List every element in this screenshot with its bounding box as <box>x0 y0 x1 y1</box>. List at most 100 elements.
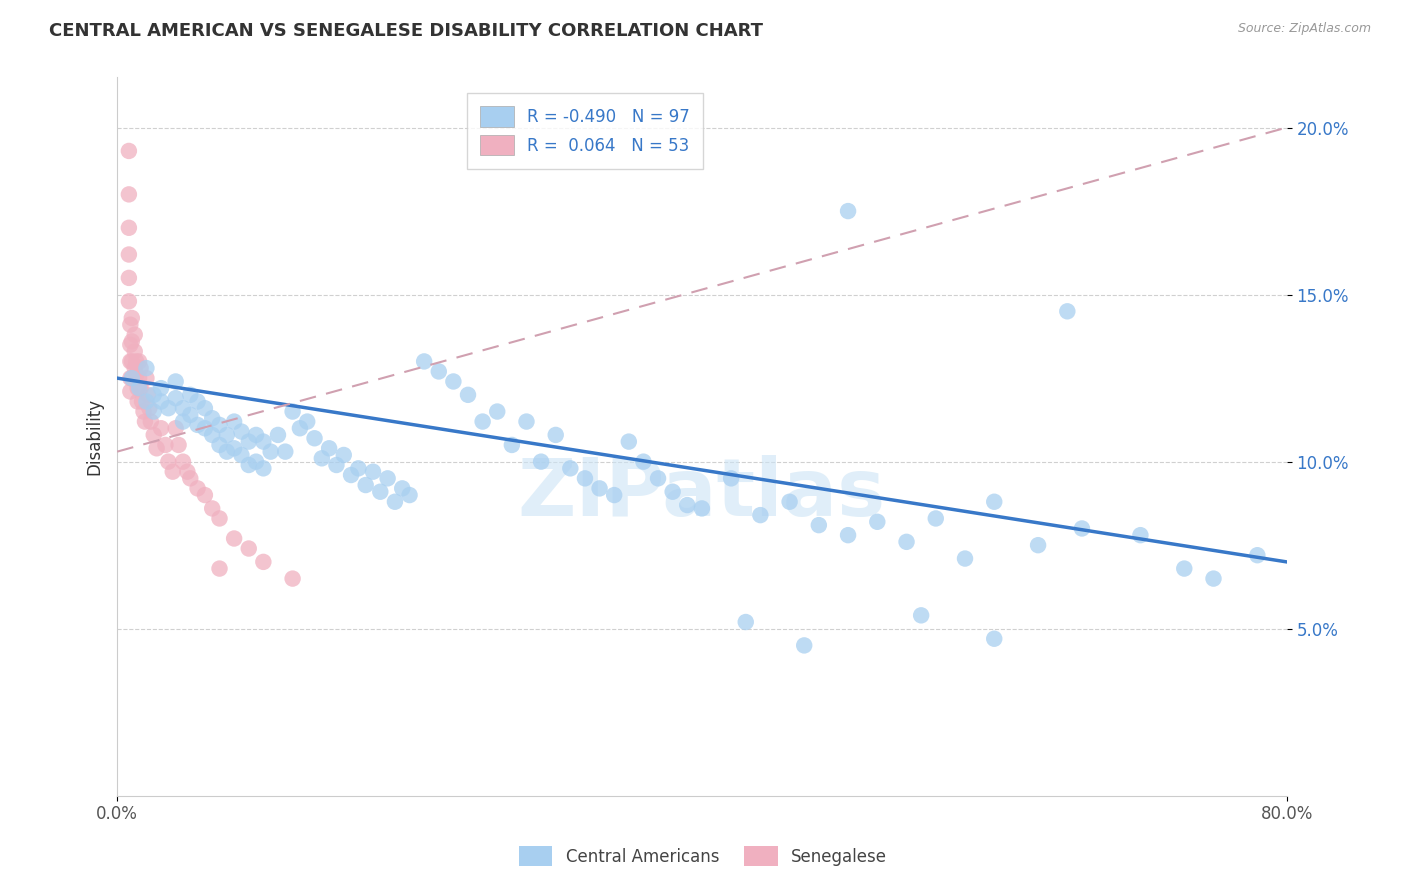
Point <box>167 438 190 452</box>
Point <box>118 271 141 285</box>
Text: CENTRAL AMERICAN VS SENEGALESE DISABILITY CORRELATION CHART: CENTRAL AMERICAN VS SENEGALESE DISABILIT… <box>49 22 763 40</box>
Point <box>340 468 363 483</box>
Point <box>231 448 253 462</box>
Point <box>224 532 246 546</box>
Point <box>155 438 177 452</box>
Point <box>281 572 304 586</box>
Point <box>574 471 596 485</box>
Point <box>471 415 494 429</box>
Point <box>120 371 142 385</box>
Point <box>179 408 201 422</box>
Point <box>779 494 801 508</box>
Point <box>128 371 150 385</box>
Point <box>1026 538 1049 552</box>
Point <box>1202 572 1225 586</box>
Point <box>127 381 149 395</box>
Point <box>1246 548 1268 562</box>
Point <box>118 220 141 235</box>
Point <box>515 415 537 429</box>
Point <box>187 394 209 409</box>
Point <box>201 411 224 425</box>
Point <box>120 354 142 368</box>
Point <box>165 391 187 405</box>
Point <box>118 144 141 158</box>
Point <box>194 488 217 502</box>
Point <box>215 444 238 458</box>
Point <box>953 551 976 566</box>
Point <box>238 458 260 472</box>
Point <box>1056 304 1078 318</box>
Point <box>150 394 173 409</box>
Point <box>215 428 238 442</box>
Point <box>118 294 141 309</box>
Point <box>281 404 304 418</box>
Point <box>124 327 146 342</box>
Point <box>896 534 918 549</box>
Point <box>165 421 187 435</box>
Point <box>544 428 567 442</box>
Point <box>368 484 391 499</box>
Point <box>925 511 948 525</box>
Point <box>603 488 626 502</box>
Point <box>837 204 859 219</box>
Point <box>172 415 194 429</box>
Point <box>647 471 669 485</box>
Point <box>131 394 153 409</box>
Point <box>125 354 148 368</box>
Point <box>427 364 450 378</box>
Point <box>441 375 464 389</box>
Point <box>136 388 159 402</box>
Point <box>231 425 253 439</box>
Point <box>208 438 231 452</box>
Point <box>124 361 146 376</box>
Point <box>172 401 194 416</box>
Point <box>128 381 150 395</box>
Point <box>138 401 160 416</box>
Point <box>201 428 224 442</box>
Point <box>318 442 340 456</box>
Point <box>676 498 699 512</box>
Point <box>142 388 165 402</box>
Point <box>157 455 180 469</box>
Text: Source: ZipAtlas.com: Source: ZipAtlas.com <box>1237 22 1371 36</box>
Point <box>749 508 772 522</box>
Point <box>208 417 231 432</box>
Point <box>983 494 1005 508</box>
Point <box>165 375 187 389</box>
Point <box>121 371 143 385</box>
Point <box>793 639 815 653</box>
Point <box>377 471 399 485</box>
Point <box>179 388 201 402</box>
Point <box>129 361 152 376</box>
Point <box>162 465 184 479</box>
Point <box>274 444 297 458</box>
Point <box>354 478 377 492</box>
Point <box>121 310 143 325</box>
Point <box>118 187 141 202</box>
Point <box>118 247 141 261</box>
Point <box>311 451 333 466</box>
Point <box>129 381 152 395</box>
Point <box>398 488 420 502</box>
Point <box>135 394 157 409</box>
Point <box>252 555 274 569</box>
Point <box>194 401 217 416</box>
Point <box>807 518 830 533</box>
Point <box>121 371 143 385</box>
Legend: Central Americans, Senegalese: Central Americans, Senegalese <box>510 838 896 875</box>
Point <box>120 318 142 332</box>
Point <box>120 337 142 351</box>
Point <box>690 501 713 516</box>
Point <box>297 415 319 429</box>
Point <box>260 444 283 458</box>
Point <box>633 455 655 469</box>
Point <box>267 428 290 442</box>
Point <box>120 384 142 399</box>
Point <box>1173 561 1195 575</box>
Point <box>132 404 155 418</box>
Point <box>734 615 756 629</box>
Point <box>530 455 553 469</box>
Point <box>179 471 201 485</box>
Point <box>617 434 640 449</box>
Point <box>560 461 582 475</box>
